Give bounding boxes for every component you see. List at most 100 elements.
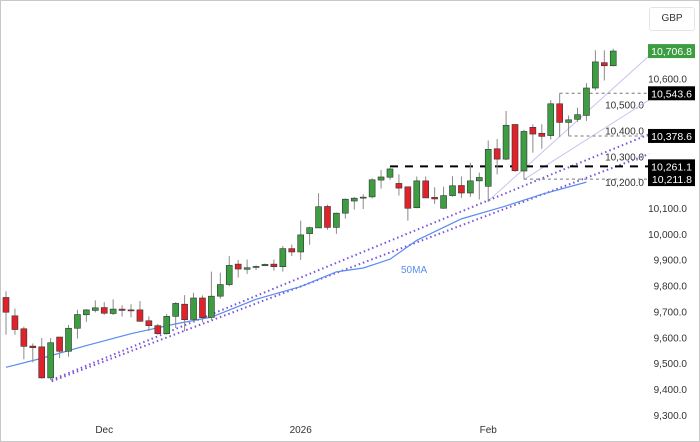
moving-average-line <box>5 181 587 368</box>
candle-up <box>547 103 555 136</box>
candle-up <box>475 177 483 182</box>
trendline <box>51 133 650 381</box>
candle-up <box>333 212 340 228</box>
candle-down <box>458 185 465 194</box>
candle-down <box>29 345 37 348</box>
candle-up <box>190 297 197 320</box>
candle-down <box>288 248 296 253</box>
candle-up <box>413 180 421 209</box>
candle-up <box>386 168 394 178</box>
candle-down <box>395 183 403 189</box>
x-tick-label: 2026 <box>290 425 313 436</box>
price-tag-label: 10,378.6 <box>651 131 692 143</box>
candle-up <box>279 248 287 268</box>
candle-up <box>609 50 617 67</box>
candle-down <box>404 186 412 209</box>
y-tick-label: 9,400.0 <box>654 385 688 396</box>
candle-up <box>350 197 358 202</box>
candle-down <box>20 328 28 347</box>
x-tick-label: Feb <box>480 425 498 436</box>
trendline <box>51 153 650 383</box>
candle-up <box>306 227 313 234</box>
price-tag-box <box>648 128 695 143</box>
candle-up <box>74 314 81 329</box>
candle-down <box>234 263 242 270</box>
candle-up <box>163 316 171 334</box>
candle-down <box>56 336 63 352</box>
y-tick-label: 9,600.0 <box>654 333 688 344</box>
y-tick-label: 10,000.0 <box>648 230 687 241</box>
y-tick-label: 9,500.0 <box>654 359 688 370</box>
candle-down <box>127 309 135 312</box>
candle-down <box>493 148 501 160</box>
candle-down <box>100 307 108 314</box>
price-tag-box <box>648 44 695 59</box>
candle-down <box>11 315 19 330</box>
candle-down <box>2 297 10 313</box>
candle-up <box>565 119 572 123</box>
candle-up <box>583 87 590 116</box>
candle-up <box>208 295 215 318</box>
x-tick-label: Dec <box>95 425 113 436</box>
candle-down <box>136 309 144 322</box>
price-tag-label: 10,211.8 <box>652 174 692 186</box>
candle-up <box>574 114 581 120</box>
candle-down <box>118 308 126 311</box>
candle-up <box>172 303 179 317</box>
candle-up <box>520 131 528 172</box>
candle-up <box>83 309 90 316</box>
candle-up <box>484 148 492 187</box>
candle-up <box>315 206 322 229</box>
candle-up <box>92 307 99 311</box>
candle-down <box>145 320 153 326</box>
candle-up <box>377 176 385 181</box>
price-tag-box <box>648 172 695 187</box>
candle-up <box>65 327 72 352</box>
y-tick-label: 9,300.0 <box>654 411 688 422</box>
candle-down <box>431 197 438 200</box>
candle-up <box>252 266 260 268</box>
candle-down <box>199 297 206 318</box>
candle-down <box>529 127 537 135</box>
candle-up <box>261 264 269 266</box>
y-tick-label: 10,200.0 <box>605 178 644 189</box>
currency-button[interactable]: GBP <box>649 7 695 31</box>
candle-down <box>556 103 563 123</box>
candle-up <box>217 284 224 297</box>
candle-down <box>270 263 278 268</box>
candle-up <box>502 124 510 160</box>
y-tick-label: 10,600.0 <box>648 75 687 86</box>
price-tag-label: 10,261.1 <box>651 161 692 173</box>
price-tag-label: 10,706.8 <box>651 46 692 58</box>
candle-up <box>225 265 233 285</box>
y-tick-label: 9,800.0 <box>654 282 688 293</box>
y-tick-label: 10,300.0 <box>605 152 644 163</box>
candle-down <box>324 206 331 228</box>
candle-down <box>154 325 162 334</box>
price-tag-box <box>648 86 695 101</box>
candle-down <box>511 124 519 172</box>
moving-average-label: 50MA <box>401 265 427 276</box>
candle-down <box>422 180 430 199</box>
candle-up <box>440 195 447 209</box>
candle-down <box>538 132 546 137</box>
candle-down <box>181 303 188 321</box>
price-tag-label: 10,543.6 <box>651 88 692 100</box>
candle-up <box>109 308 117 314</box>
candle-up <box>297 234 304 253</box>
candle-up <box>342 198 349 214</box>
y-tick-label: 9,700.0 <box>654 307 688 318</box>
y-tick-label: 10,500.0 <box>605 101 644 112</box>
candle-up <box>467 180 474 194</box>
candle-up <box>243 267 251 270</box>
candle-down <box>601 62 608 67</box>
candle-up <box>368 179 376 198</box>
candle-up <box>592 61 599 89</box>
y-tick-label: 10,400.0 <box>605 126 644 137</box>
candle-down <box>38 346 46 379</box>
candle-up <box>449 185 456 196</box>
y-tick-label: 10,100.0 <box>648 204 687 215</box>
candle-up <box>47 342 54 379</box>
